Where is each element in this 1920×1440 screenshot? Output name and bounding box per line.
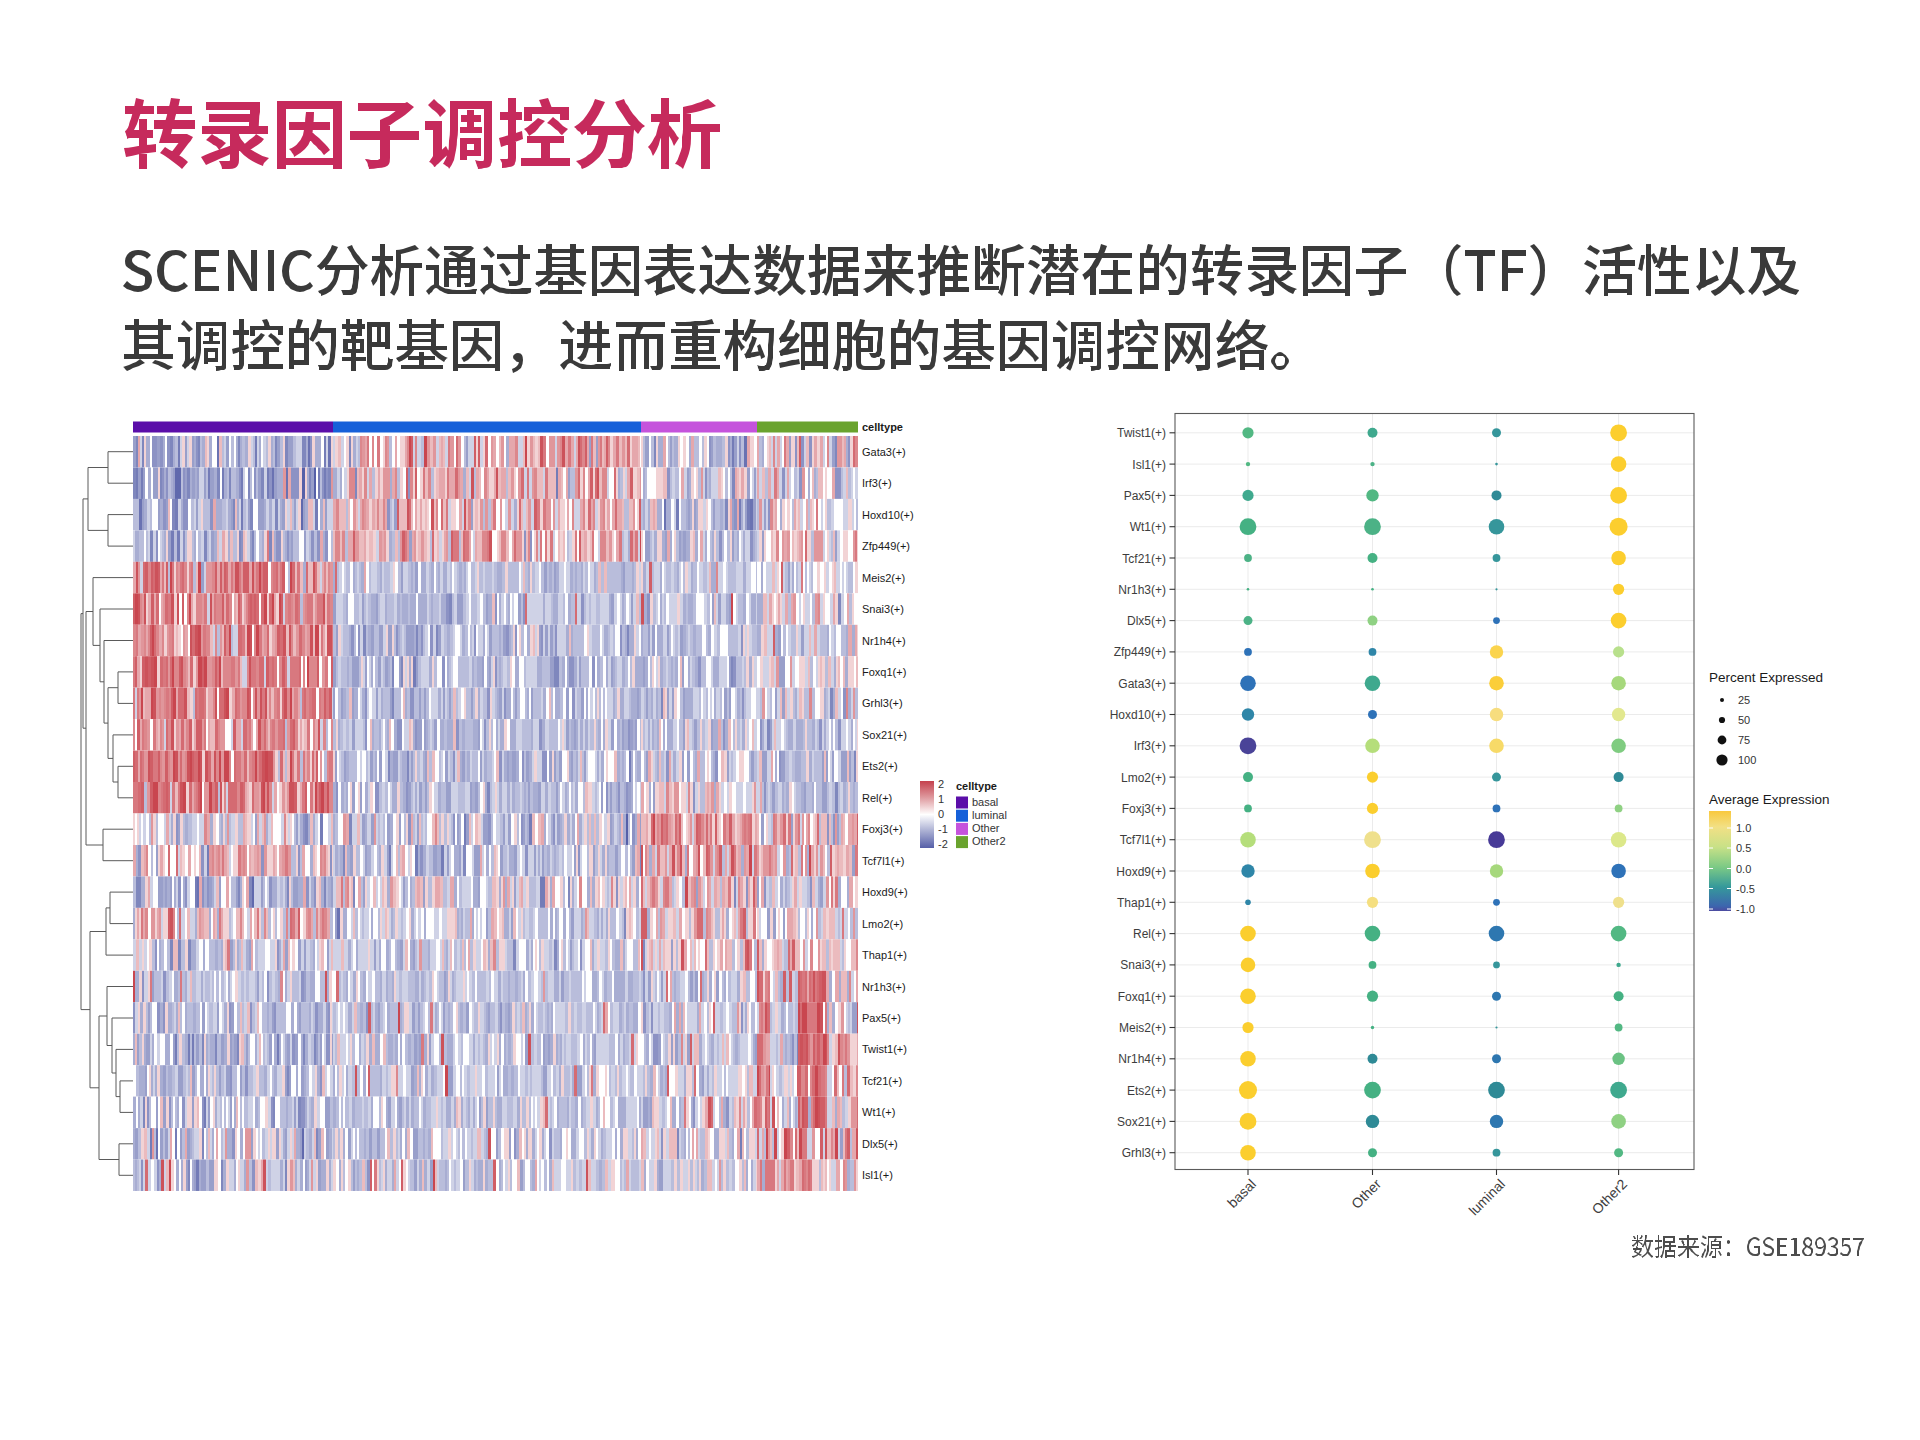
svg-text:Other: Other bbox=[972, 822, 1000, 834]
svg-text:Foxq1(+): Foxq1(+) bbox=[862, 666, 906, 678]
svg-text:Isl1(+): Isl1(+) bbox=[862, 1169, 893, 1181]
svg-text:Nr1h4(+): Nr1h4(+) bbox=[1118, 1052, 1166, 1066]
svg-text:Snai3(+): Snai3(+) bbox=[1120, 958, 1166, 972]
svg-text:Foxj3(+): Foxj3(+) bbox=[1122, 802, 1166, 816]
svg-text:Tcf21(+): Tcf21(+) bbox=[1122, 552, 1166, 566]
svg-text:Ets2(+): Ets2(+) bbox=[1127, 1084, 1166, 1098]
svg-text:Percent Expressed: Percent Expressed bbox=[1709, 670, 1823, 685]
svg-text:Gata3(+): Gata3(+) bbox=[1118, 677, 1166, 691]
svg-text:Nr1h3(+): Nr1h3(+) bbox=[1118, 583, 1166, 597]
svg-text:Ets2(+): Ets2(+) bbox=[862, 760, 898, 772]
svg-text:0.5: 0.5 bbox=[1736, 842, 1751, 854]
svg-text:Other: Other bbox=[1348, 1176, 1384, 1212]
svg-text:Pax5(+): Pax5(+) bbox=[862, 1012, 901, 1024]
svg-text:Isl1(+): Isl1(+) bbox=[1132, 458, 1166, 472]
svg-text:Twist1(+): Twist1(+) bbox=[1117, 426, 1166, 440]
svg-text:luminal: luminal bbox=[1465, 1176, 1508, 1219]
svg-text:Pax5(+): Pax5(+) bbox=[1124, 489, 1166, 503]
svg-text:Tcf7l1(+): Tcf7l1(+) bbox=[862, 855, 905, 867]
svg-text:celltype: celltype bbox=[956, 780, 997, 792]
svg-text:Zfp449(+): Zfp449(+) bbox=[1114, 645, 1166, 659]
svg-text:Rel(+): Rel(+) bbox=[1133, 927, 1166, 941]
svg-text:0.0: 0.0 bbox=[1736, 863, 1751, 875]
svg-text:50: 50 bbox=[1738, 714, 1750, 726]
svg-text:-1: -1 bbox=[938, 823, 948, 835]
svg-text:0: 0 bbox=[938, 808, 944, 820]
svg-text:Wt1(+): Wt1(+) bbox=[862, 1106, 895, 1118]
svg-text:Nr1h4(+): Nr1h4(+) bbox=[862, 635, 906, 647]
svg-text:Twist1(+): Twist1(+) bbox=[862, 1043, 907, 1055]
svg-text:-2: -2 bbox=[938, 838, 948, 850]
svg-text:Thap1(+): Thap1(+) bbox=[1117, 896, 1166, 910]
svg-text:25: 25 bbox=[1738, 694, 1750, 706]
svg-text:Irf3(+): Irf3(+) bbox=[1134, 739, 1166, 753]
svg-text:Hoxd10(+): Hoxd10(+) bbox=[862, 509, 914, 521]
svg-text:Nr1h3(+): Nr1h3(+) bbox=[862, 981, 906, 993]
svg-text:Hoxd9(+): Hoxd9(+) bbox=[1116, 865, 1166, 879]
svg-text:Other2: Other2 bbox=[1589, 1176, 1631, 1218]
svg-text:Dlx5(+): Dlx5(+) bbox=[1127, 614, 1166, 628]
svg-text:luminal: luminal bbox=[972, 809, 1007, 821]
svg-text:Wt1(+): Wt1(+) bbox=[1130, 520, 1166, 534]
svg-text:Rel(+): Rel(+) bbox=[862, 792, 892, 804]
svg-text:Grhl3(+): Grhl3(+) bbox=[1122, 1146, 1166, 1160]
svg-text:Average Expression: Average Expression bbox=[1709, 792, 1830, 807]
svg-text:Foxj3(+): Foxj3(+) bbox=[862, 823, 903, 835]
svg-text:1: 1 bbox=[938, 793, 944, 805]
svg-text:Gata3(+): Gata3(+) bbox=[862, 446, 906, 458]
svg-text:Sox21(+): Sox21(+) bbox=[1117, 1115, 1166, 1129]
svg-text:basal: basal bbox=[972, 796, 998, 808]
svg-text:-0.5: -0.5 bbox=[1736, 883, 1755, 895]
svg-text:Other2: Other2 bbox=[972, 835, 1006, 847]
svg-text:Tcf21(+): Tcf21(+) bbox=[862, 1075, 902, 1087]
svg-text:Grhl3(+): Grhl3(+) bbox=[862, 697, 903, 709]
svg-text:-1.0: -1.0 bbox=[1736, 903, 1755, 915]
svg-text:Sox21(+): Sox21(+) bbox=[862, 729, 907, 741]
svg-text:1.0: 1.0 bbox=[1736, 822, 1751, 834]
svg-text:Foxq1(+): Foxq1(+) bbox=[1118, 990, 1166, 1004]
svg-text:Snai3(+): Snai3(+) bbox=[862, 603, 904, 615]
svg-text:2: 2 bbox=[938, 778, 944, 790]
svg-text:Tcf7l1(+): Tcf7l1(+) bbox=[1120, 833, 1166, 847]
svg-text:Dlx5(+): Dlx5(+) bbox=[862, 1138, 898, 1150]
svg-text:Hoxd9(+): Hoxd9(+) bbox=[862, 886, 908, 898]
svg-text:celltype: celltype bbox=[862, 421, 903, 433]
svg-text:basal: basal bbox=[1224, 1176, 1259, 1211]
svg-text:Irf3(+): Irf3(+) bbox=[862, 477, 892, 489]
svg-text:Hoxd10(+): Hoxd10(+) bbox=[1110, 708, 1166, 722]
svg-text:75: 75 bbox=[1738, 734, 1750, 746]
svg-text:100: 100 bbox=[1738, 754, 1756, 766]
svg-text:Meis2(+): Meis2(+) bbox=[1119, 1021, 1166, 1035]
svg-text:Meis2(+): Meis2(+) bbox=[862, 572, 905, 584]
svg-text:Lmo2(+): Lmo2(+) bbox=[862, 918, 903, 930]
svg-text:Thap1(+): Thap1(+) bbox=[862, 949, 907, 961]
svg-text:Zfp449(+): Zfp449(+) bbox=[862, 540, 910, 552]
svg-text:Lmo2(+): Lmo2(+) bbox=[1121, 771, 1166, 785]
